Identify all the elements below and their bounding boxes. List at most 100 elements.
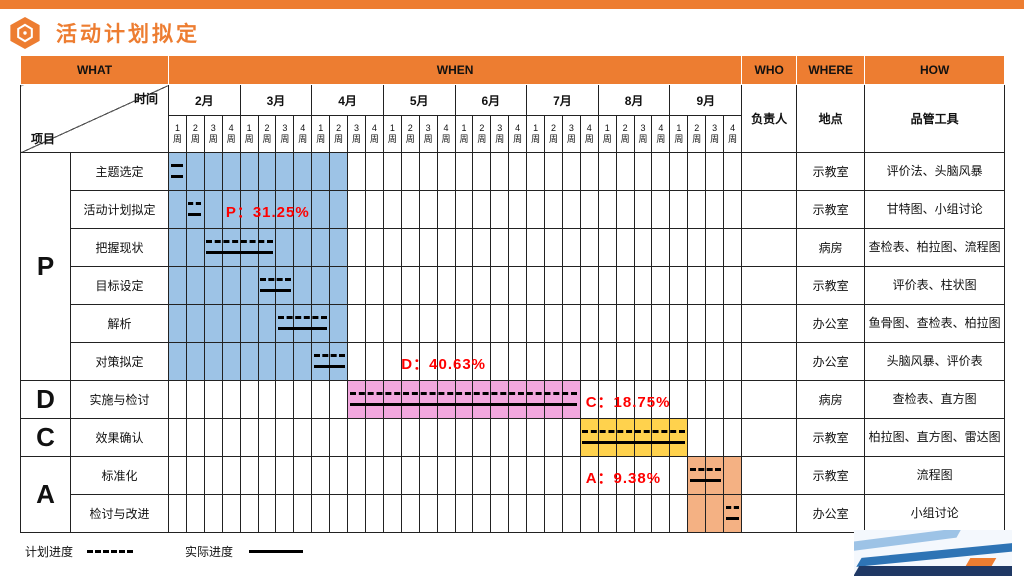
week-number: 2 [550, 122, 556, 133]
week-cell [185, 304, 205, 343]
where-cell: 示教室 [796, 456, 866, 495]
week-cell [257, 380, 277, 419]
week-cell [651, 380, 671, 419]
week-cell [526, 266, 546, 305]
task-cell: 检讨与改进 [69, 494, 170, 533]
week-cell [454, 152, 474, 191]
week-cell [490, 418, 510, 457]
week-cell [597, 304, 617, 343]
week-suffix: 周 [352, 134, 362, 144]
week-cell [275, 456, 295, 495]
week-cell [561, 418, 581, 457]
who-cell [741, 228, 798, 267]
week-suffix: 周 [728, 134, 738, 144]
week-suffix: 周 [405, 134, 415, 144]
week-cell [651, 190, 671, 229]
week-cell [311, 152, 331, 191]
week-cell [669, 266, 689, 305]
week-cell [364, 494, 384, 533]
week-cell [597, 418, 617, 457]
week-number: 2 [336, 122, 342, 133]
week-cell [311, 266, 331, 305]
where-cell: 示教室 [796, 190, 866, 229]
month-header-6: 7月 [526, 84, 599, 116]
week-cell [651, 342, 671, 381]
week-number: 4 [730, 122, 736, 133]
week-cell [400, 304, 420, 343]
week-cell [347, 190, 366, 229]
week-cell [508, 266, 528, 305]
week-cell [311, 418, 331, 457]
week-number: 3 [568, 122, 574, 133]
week-cell [364, 456, 384, 495]
week-suffix: 周 [280, 134, 290, 144]
week-suffix: 周 [513, 134, 523, 144]
week-cell [311, 380, 331, 419]
week-cell [454, 342, 474, 381]
week-cell [526, 380, 546, 419]
week-cell [257, 304, 277, 343]
week-cell [597, 342, 617, 381]
week-cell [633, 380, 653, 419]
week-cell [185, 494, 205, 533]
week-cell [705, 266, 725, 305]
week-suffix: 周 [334, 134, 344, 144]
week-cell [293, 304, 313, 343]
week-cell [615, 494, 635, 533]
week-cell [472, 228, 492, 267]
week-cell [723, 152, 743, 191]
week-cell [347, 456, 366, 495]
week-cell [436, 494, 456, 533]
task-cell: 把握现状 [69, 228, 170, 267]
week-cell [168, 494, 187, 533]
week-cell [579, 456, 599, 495]
week-cell [347, 418, 366, 457]
month-header-2: 3月 [239, 84, 313, 116]
week-cell [472, 152, 492, 191]
week-cell [669, 152, 689, 191]
week-cell [400, 380, 420, 419]
week-cell [705, 190, 725, 229]
week-cell [597, 266, 617, 305]
week-cell [203, 304, 223, 343]
week-cell [185, 380, 205, 419]
week-cell [418, 456, 438, 495]
how-cell: 小组讨论 [864, 494, 1006, 533]
month-header-1: 2月 [168, 84, 241, 116]
week-cell [705, 456, 725, 495]
week-cell [382, 152, 402, 191]
week-cell [400, 228, 420, 267]
week-cell [203, 152, 223, 191]
who-column-label: 负责人 [741, 84, 798, 153]
week-cell [579, 418, 599, 457]
where-cell: 办公室 [796, 494, 866, 533]
week-number: 1 [246, 122, 252, 133]
week-cell [239, 456, 259, 495]
week-cell [615, 228, 635, 267]
week-cell [669, 304, 689, 343]
week-cell [275, 152, 295, 191]
legend-planned-label: 计划进度 [25, 545, 74, 559]
who-cell [741, 342, 798, 381]
week-suffix: 周 [423, 134, 433, 144]
week-cell [490, 152, 510, 191]
week-cell [508, 418, 528, 457]
week-cell [329, 494, 349, 533]
week-suffix: 周 [710, 134, 720, 144]
week-cell [490, 304, 510, 343]
week-cell [508, 190, 528, 229]
week-cell [669, 228, 689, 267]
week-suffix: 周 [638, 134, 648, 144]
how-cell: 查检表、柏拉图、流程图 [864, 228, 1006, 267]
week-suffix: 周 [620, 134, 630, 144]
week-cell [615, 342, 635, 381]
week-cell [579, 228, 599, 267]
how-cell: 查检表、直方图 [864, 380, 1006, 419]
week-cell [597, 228, 617, 267]
task-cell: 解析 [69, 304, 170, 343]
week-suffix: 周 [531, 134, 541, 144]
week-cell [203, 456, 223, 495]
